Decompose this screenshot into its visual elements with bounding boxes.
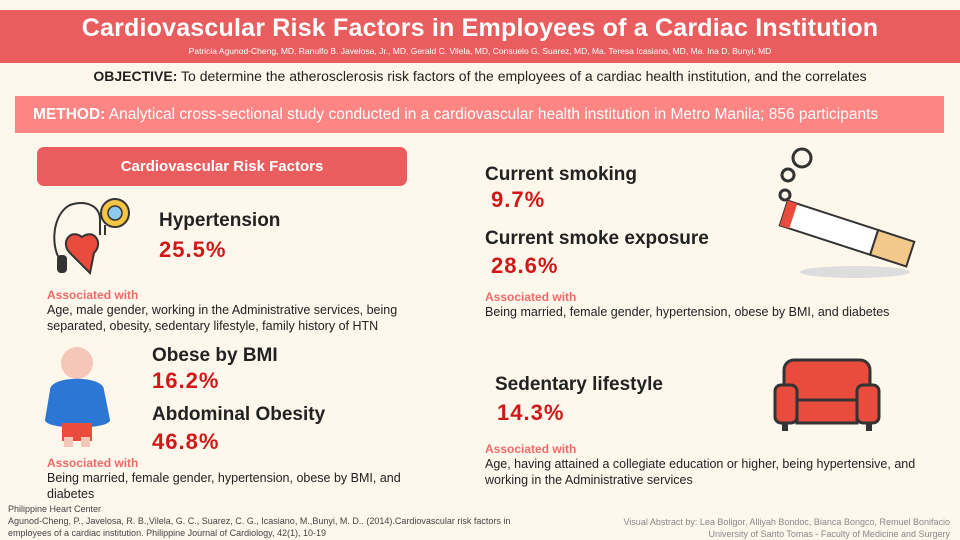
smoking-assoc: Being married, female gender, hypertensi… xyxy=(485,305,890,319)
obesity-assoc-label: Associated with xyxy=(47,456,139,470)
hypertension-assoc-label: Associated with xyxy=(47,288,139,302)
hypertension-value: 25.5% xyxy=(159,237,227,262)
couch-icon xyxy=(773,358,881,431)
current-smoking-title: Current smoking xyxy=(485,164,638,185)
smoke-exposure-title: Current smoke exposure xyxy=(485,228,709,249)
objective-label: OBJECTIVE: xyxy=(93,68,178,84)
credits-authors: Visual Abstract by: Lea Boligor, Alliyah… xyxy=(623,517,950,527)
reference-institution: Philippine Heart Center xyxy=(8,504,102,514)
reference-citation-1: Agunod-Cheng, P., Javelosa, R. B.,Vilela… xyxy=(8,516,511,526)
cigarette-icon xyxy=(778,147,916,278)
obesity-assoc: Being married, female gender, hypertensi… xyxy=(47,471,401,501)
blood-pressure-heart-icon xyxy=(53,198,130,276)
credits-institution: University of Santo Tomas - Faculty of M… xyxy=(708,529,950,539)
smoking-assoc-label: Associated with xyxy=(485,290,577,304)
credits: Visual Abstract by: Lea Boligor, Alliyah… xyxy=(623,516,950,540)
hypertension-title: Hypertension xyxy=(159,210,281,231)
method-box: METHOD: Analytical cross-sectional study… xyxy=(15,96,944,133)
authors: Patricia Agunod-Cheng, MD, Ranulfo B. Ja… xyxy=(188,46,772,56)
obese-bmi-title: Obese by BMI xyxy=(152,345,278,366)
hypertension-assoc: Age, male gender, working in the Adminis… xyxy=(47,303,398,333)
method-text: Analytical cross-sectional study conduct… xyxy=(105,106,879,123)
objective-text: To determine the atherosclerosis risk fa… xyxy=(177,68,867,84)
smoke-exposure-value: 28.6% xyxy=(491,253,559,278)
reference: Philippine Heart Center Agunod-Cheng, P.… xyxy=(8,503,510,539)
method-label: METHOD: xyxy=(33,106,106,123)
section-label: Cardiovascular Risk Factors xyxy=(37,147,407,186)
abdominal-obesity-value: 46.8% xyxy=(152,429,220,454)
sedentary-title: Sedentary lifestyle xyxy=(495,374,663,395)
sedentary-assoc: Age, having attained a collegiate educat… xyxy=(485,457,916,487)
header-banner: Cardiovascular Risk Factors in Employees… xyxy=(0,10,960,63)
current-smoking-value: 9.7% xyxy=(491,187,546,212)
objective: OBJECTIVE: To determine the atherosclero… xyxy=(0,68,960,84)
obese-person-icon xyxy=(45,347,110,447)
obese-bmi-value: 16.2% xyxy=(152,368,220,393)
reference-citation-2: employees of a cardiac institution. Phil… xyxy=(8,528,327,538)
sedentary-assoc-label: Associated with xyxy=(485,442,577,456)
sedentary-value: 14.3% xyxy=(497,400,565,425)
abdominal-obesity-title: Abdominal Obesity xyxy=(152,404,326,425)
page-title: Cardiovascular Risk Factors in Employees… xyxy=(81,14,879,42)
